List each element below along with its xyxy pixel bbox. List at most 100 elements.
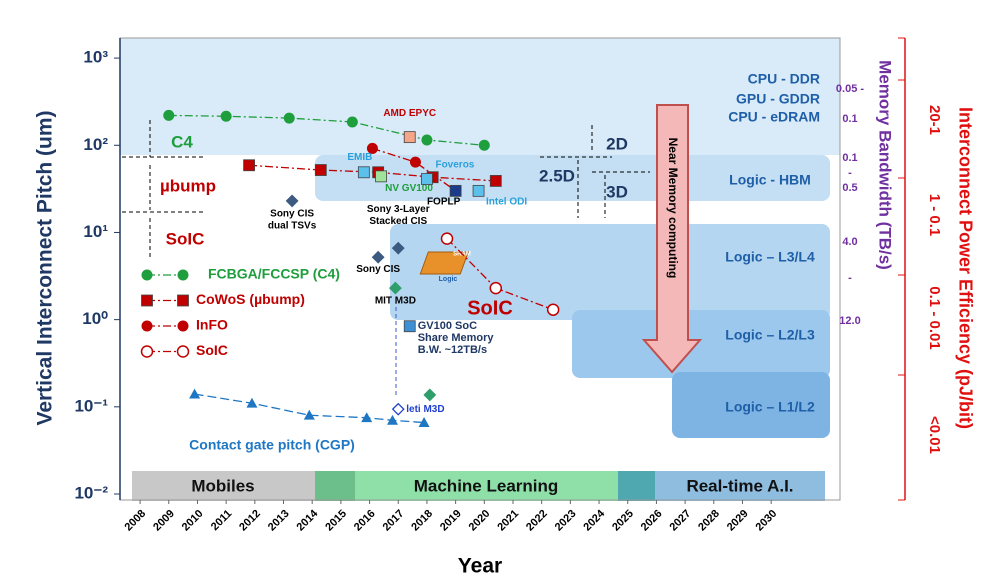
legend-label: InFO — [196, 317, 228, 333]
timeline-label: Machine Learning — [414, 476, 559, 495]
point-label: EMIB — [347, 152, 372, 163]
x-tick-label: 2014 — [295, 507, 321, 533]
region-label: Logic – L2/L3 — [725, 327, 815, 343]
point-label: Stacked CIS — [369, 216, 427, 227]
efficiency-axis-ticks — [898, 37, 905, 501]
region-l3l4 — [390, 224, 830, 320]
x-tick-label: 2029 — [725, 508, 751, 534]
marker — [440, 232, 454, 245]
scale-brackets — [122, 120, 650, 395]
x-tick-label: 2027 — [667, 508, 693, 534]
x-tick-label: 2009 — [151, 508, 177, 534]
y-axis-title: Vertical Interconnect Pitch (um) — [34, 110, 57, 425]
point-label: Sony CIS — [356, 264, 400, 275]
bandwidth-label: 12.0 — [839, 315, 860, 327]
point-label: Sony CIS — [270, 209, 314, 220]
point-label: GV100 SoC — [418, 320, 477, 332]
marker — [388, 281, 402, 295]
point-label: AMD EPYC — [383, 108, 436, 119]
region-label: Logic – L1/L2 — [725, 399, 815, 415]
marker — [361, 412, 373, 423]
legend-label: SoIC — [196, 342, 228, 358]
x-tick-label: 2025 — [610, 508, 636, 534]
legend-marker — [177, 269, 189, 281]
x-tick-label: 2010 — [180, 508, 206, 534]
marker — [403, 320, 416, 333]
x-tick-label: 2023 — [553, 508, 579, 534]
marker — [314, 164, 327, 176]
efficiency-label: 0.1 - 0.01 — [926, 286, 943, 349]
x-tick-label: 2030 — [754, 508, 780, 534]
point-label: Foveros — [435, 160, 474, 171]
marker — [346, 116, 358, 128]
point-label: Share Memory — [418, 332, 495, 344]
marker — [472, 184, 485, 197]
marker — [285, 194, 299, 208]
marker — [246, 397, 258, 408]
series-label: Contact gate pitch (CGP) — [189, 437, 355, 453]
x-tick-label: 2013 — [266, 508, 292, 534]
bandwidth-label: 0.5 — [842, 182, 857, 194]
bandwidth-label: 0.05 - — [836, 83, 864, 95]
marker — [163, 109, 175, 121]
x-tick-label: 2017 — [381, 508, 407, 534]
marker — [403, 131, 416, 144]
bandwidth-label: 4.0 — [842, 236, 857, 248]
timeline-ml — [355, 471, 618, 501]
bandwidth-label: - — [848, 272, 852, 284]
x-tick-label: 2012 — [237, 508, 263, 534]
annotation: Near Memory computing — [666, 138, 680, 279]
marker — [375, 170, 387, 183]
marker — [189, 388, 201, 399]
timeline-ai — [655, 471, 825, 501]
efficiency-label: <0.01 — [926, 416, 943, 454]
x-tick-label: 2019 — [438, 508, 464, 534]
region-label: Logic - HBM — [729, 172, 811, 188]
x-tick-label: 2018 — [409, 508, 435, 534]
marker — [391, 402, 405, 416]
y-tick-label: 10⁻¹ — [74, 396, 108, 415]
bandwidth-label: 0.1 — [842, 113, 857, 125]
point-label: dual TSVs — [268, 221, 317, 232]
x-tick-label: 2008 — [122, 508, 148, 534]
annotation: µbump — [160, 176, 216, 195]
region-hbm — [315, 155, 830, 201]
marker — [421, 134, 433, 146]
marker — [387, 414, 399, 425]
annotation: Logic — [439, 276, 458, 283]
timeline-transition — [315, 471, 355, 501]
marker — [366, 142, 378, 154]
efficiency-label: 20-1 — [926, 105, 943, 135]
region-background — [120, 38, 840, 155]
legend-marker — [176, 345, 190, 358]
x-tick-label: 2021 — [495, 508, 521, 534]
marker — [391, 241, 405, 255]
region-label: CPU - DDR — [748, 71, 820, 87]
x-tick-label: 2026 — [639, 508, 665, 534]
annotation: C4 — [171, 132, 193, 151]
marker — [220, 110, 232, 122]
y-tick-label: 10² — [83, 135, 108, 154]
marker — [283, 112, 295, 124]
bandwidth-title: Memory Bandwidth (TB/s) — [876, 60, 895, 270]
timeline-mobiles — [132, 471, 315, 501]
series-line — [194, 393, 425, 424]
near-memory-arrow — [641, 104, 703, 374]
x-tick-label: 2022 — [524, 508, 550, 534]
point-label: B.W. ~12TB/s — [418, 344, 487, 356]
marker — [418, 417, 430, 427]
marker — [449, 184, 462, 197]
legend-marker — [140, 345, 154, 358]
marker — [243, 159, 255, 172]
bandwidth-label: 0.1 — [842, 152, 857, 164]
x-tick-label: 2028 — [696, 508, 722, 534]
region-label: CPU - eDRAM — [728, 109, 820, 125]
y-tick-label: 10⁰ — [82, 309, 108, 328]
x-tick-label: 2011 — [209, 508, 234, 533]
legend-marker — [141, 320, 153, 332]
y-tick-label: 10⁻² — [74, 483, 108, 502]
x-tick-label: 2020 — [467, 508, 493, 534]
marker — [421, 173, 433, 185]
marker — [357, 166, 370, 179]
marker — [371, 250, 385, 264]
